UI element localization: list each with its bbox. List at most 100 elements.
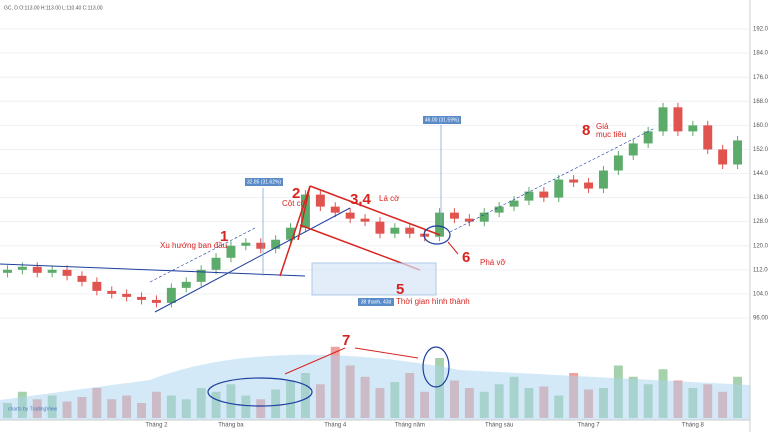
x-tick-label: Tháng 8 xyxy=(682,423,705,429)
label-box xyxy=(245,178,283,186)
candle-body xyxy=(92,281,102,291)
step-label: Phá vỡ xyxy=(480,258,506,267)
volume-circle xyxy=(422,346,450,388)
candle-body xyxy=(330,206,340,213)
candle-body xyxy=(345,212,355,219)
candle-body xyxy=(137,296,147,300)
candles xyxy=(2,102,743,308)
candle-body xyxy=(375,221,385,234)
step-number: 1 xyxy=(220,228,228,245)
candle-body xyxy=(464,218,474,222)
candle-body xyxy=(569,179,579,183)
candle-body xyxy=(658,107,668,132)
candle-body xyxy=(405,227,415,234)
step-number: 2 xyxy=(292,185,300,202)
step-label: Cột cờ xyxy=(282,199,307,208)
candle-body xyxy=(166,287,176,303)
candle-body xyxy=(181,281,191,288)
y-tick-label: 176.00 xyxy=(753,75,768,81)
x-tick-label: Tháng ba xyxy=(218,423,244,429)
candle-body xyxy=(62,269,72,276)
candle-body xyxy=(435,212,445,237)
candle-body xyxy=(315,194,325,207)
y-tick-label: 192.00 xyxy=(753,27,768,33)
y-tick-label: 96.00 xyxy=(753,316,768,322)
candle-body xyxy=(509,200,519,207)
step-label: Xu hướng ban đầu xyxy=(160,241,227,250)
candle-body xyxy=(494,206,504,213)
candle-body xyxy=(628,143,638,156)
step-number: 3,4 xyxy=(350,191,372,208)
candle-body xyxy=(151,299,161,303)
candle-body xyxy=(47,269,57,273)
candle-body xyxy=(613,155,623,171)
x-tick-label: Tháng sáu xyxy=(485,423,513,429)
breakout-circle xyxy=(423,225,451,245)
candle-body xyxy=(241,242,251,246)
candle-body xyxy=(196,269,206,282)
candle-body xyxy=(300,194,310,228)
label: 32.85 (31.62%) xyxy=(247,179,282,185)
candle-body xyxy=(77,275,87,282)
candle-body xyxy=(32,266,42,273)
candle-body xyxy=(122,293,132,297)
candle-body xyxy=(718,149,728,165)
candle-body xyxy=(271,239,281,249)
candle-body xyxy=(211,257,221,270)
y-tick-label: 144.00 xyxy=(753,171,768,177)
y-tick-label: 152.00 xyxy=(753,147,768,153)
x-tick-label: Tháng 2 xyxy=(145,423,168,429)
y-tick-label: 120.00 xyxy=(753,243,768,249)
y-tick-label: 112.00 xyxy=(753,267,768,273)
candle-body xyxy=(598,170,608,189)
candle-body xyxy=(584,182,594,189)
step-number: 8 xyxy=(582,122,590,139)
y-tick-label: 104.00 xyxy=(753,291,768,297)
candle-body xyxy=(226,245,236,258)
candle-body xyxy=(17,266,27,270)
y-tick-label: 136.00 xyxy=(753,195,768,201)
candle-body xyxy=(733,140,743,165)
step-label: Giá xyxy=(596,122,609,131)
flag-line xyxy=(309,185,441,236)
candle-body xyxy=(524,191,534,201)
candle-body xyxy=(688,125,698,132)
candle-body xyxy=(449,212,459,219)
header: GC, D O:113.00 H:113.00 L:110.40 C:113.0… xyxy=(4,5,103,11)
label: 38 thanh, 43d xyxy=(361,299,392,305)
step-label: Lá cờ xyxy=(379,194,400,203)
candle-body xyxy=(360,218,370,222)
candle-body xyxy=(703,125,713,150)
candle-body xyxy=(286,227,296,240)
label: 46.00 (31.59%) xyxy=(425,117,460,123)
channel-line xyxy=(154,207,351,313)
y-tick-label: 168.00 xyxy=(753,99,768,105)
label-box xyxy=(423,116,461,124)
y-tick-label: 128.00 xyxy=(753,219,768,225)
arrows xyxy=(284,347,419,375)
x-tick-label: Tháng 4 xyxy=(324,423,347,429)
projection xyxy=(449,127,656,233)
time-box xyxy=(311,262,437,296)
candle-body xyxy=(643,131,653,144)
candle-body xyxy=(554,179,564,198)
volume-circle xyxy=(207,377,313,407)
candle-body xyxy=(539,191,549,198)
x-tick-label: Tháng 7 xyxy=(578,423,601,429)
arrow xyxy=(447,241,459,255)
step-label: mục tiêu xyxy=(596,130,626,139)
volume-ma xyxy=(0,354,750,420)
y-tick-label: 184.00 xyxy=(753,51,768,57)
label-box xyxy=(358,298,394,306)
candle-body xyxy=(479,212,489,222)
step-label: Thời gian hình thành xyxy=(396,297,470,306)
trend-line xyxy=(0,263,306,277)
step-number: 6 xyxy=(462,249,470,266)
candle-body xyxy=(107,290,117,294)
x-tick-label: Tháng năm xyxy=(395,423,425,429)
candle-body xyxy=(673,107,683,132)
footer: charts by TradingView xyxy=(8,406,57,412)
y-tick-label: 160.00 xyxy=(753,123,768,129)
candle-body xyxy=(2,269,12,273)
